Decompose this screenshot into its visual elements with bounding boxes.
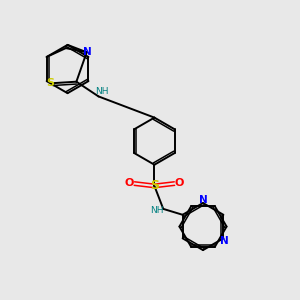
Text: N: N xyxy=(199,195,207,205)
Text: O: O xyxy=(175,178,184,188)
Text: NH: NH xyxy=(95,87,108,96)
Text: N: N xyxy=(83,47,92,57)
Text: O: O xyxy=(125,178,134,188)
Text: S: S xyxy=(46,78,54,88)
Text: NH: NH xyxy=(150,206,164,215)
Text: N: N xyxy=(220,236,228,246)
Text: S: S xyxy=(150,179,159,192)
